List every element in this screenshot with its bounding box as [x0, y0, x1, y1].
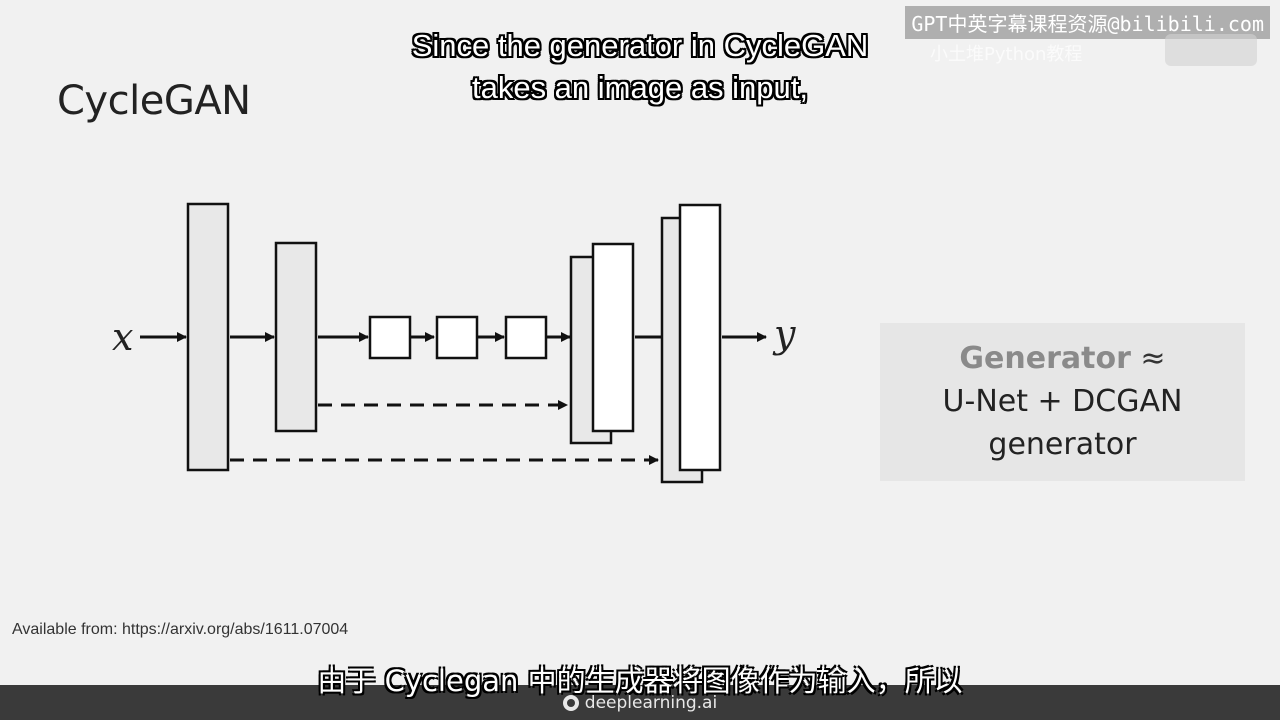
- chinese-subtitle: 由于 Cyclegan 中的生成器将图像作为输入，所以: [317, 664, 963, 698]
- footer-bar: deeplearning.ai: [0, 685, 1280, 720]
- footer-brand: deeplearning.ai: [562, 692, 718, 713]
- english-subtitle-line-1: Since the generator in CycleGAN: [411, 28, 869, 63]
- output-label-y: y: [772, 312, 796, 356]
- citation-text: Available from: https://arxiv.org/abs/16…: [12, 621, 349, 638]
- unet-diagram: x y: [112, 202, 796, 484]
- english-subtitle-line-2: takes an image as input,: [471, 70, 809, 105]
- input-label-x: x: [112, 315, 133, 359]
- residual-block-1: [368, 315, 412, 360]
- decoder-block-1: [591, 242, 635, 433]
- bilibili-watermark: GPT中英字幕课程资源@bilibili.com: [905, 6, 1270, 39]
- uploader-watermark: 小土堆Python教程: [930, 44, 1083, 65]
- generator-line-3: generator: [988, 427, 1137, 462]
- bilibili-logo-icon: [1165, 34, 1257, 66]
- brand-name: deeplearning.ai: [584, 692, 718, 713]
- generator-word: Generator: [959, 341, 1131, 376]
- encoder-block-1: [186, 202, 230, 472]
- slide-title: CycleGAN: [57, 78, 251, 124]
- decoder-block-2: [678, 203, 722, 472]
- slide: CycleGAN x y: [12, 78, 1245, 638]
- generator-definition-box: Generator ≈ U-Net + DCGAN generator: [880, 323, 1245, 481]
- generator-line-2: U-Net + DCGAN: [942, 384, 1183, 419]
- residual-block-3: [504, 315, 548, 360]
- approx-sign: ≈: [1130, 341, 1166, 376]
- residual-block-2: [435, 315, 479, 360]
- encoder-block-2: [274, 241, 318, 433]
- deeplearning-logo-icon: [562, 694, 579, 711]
- generator-line-1: Generator ≈: [959, 338, 1165, 380]
